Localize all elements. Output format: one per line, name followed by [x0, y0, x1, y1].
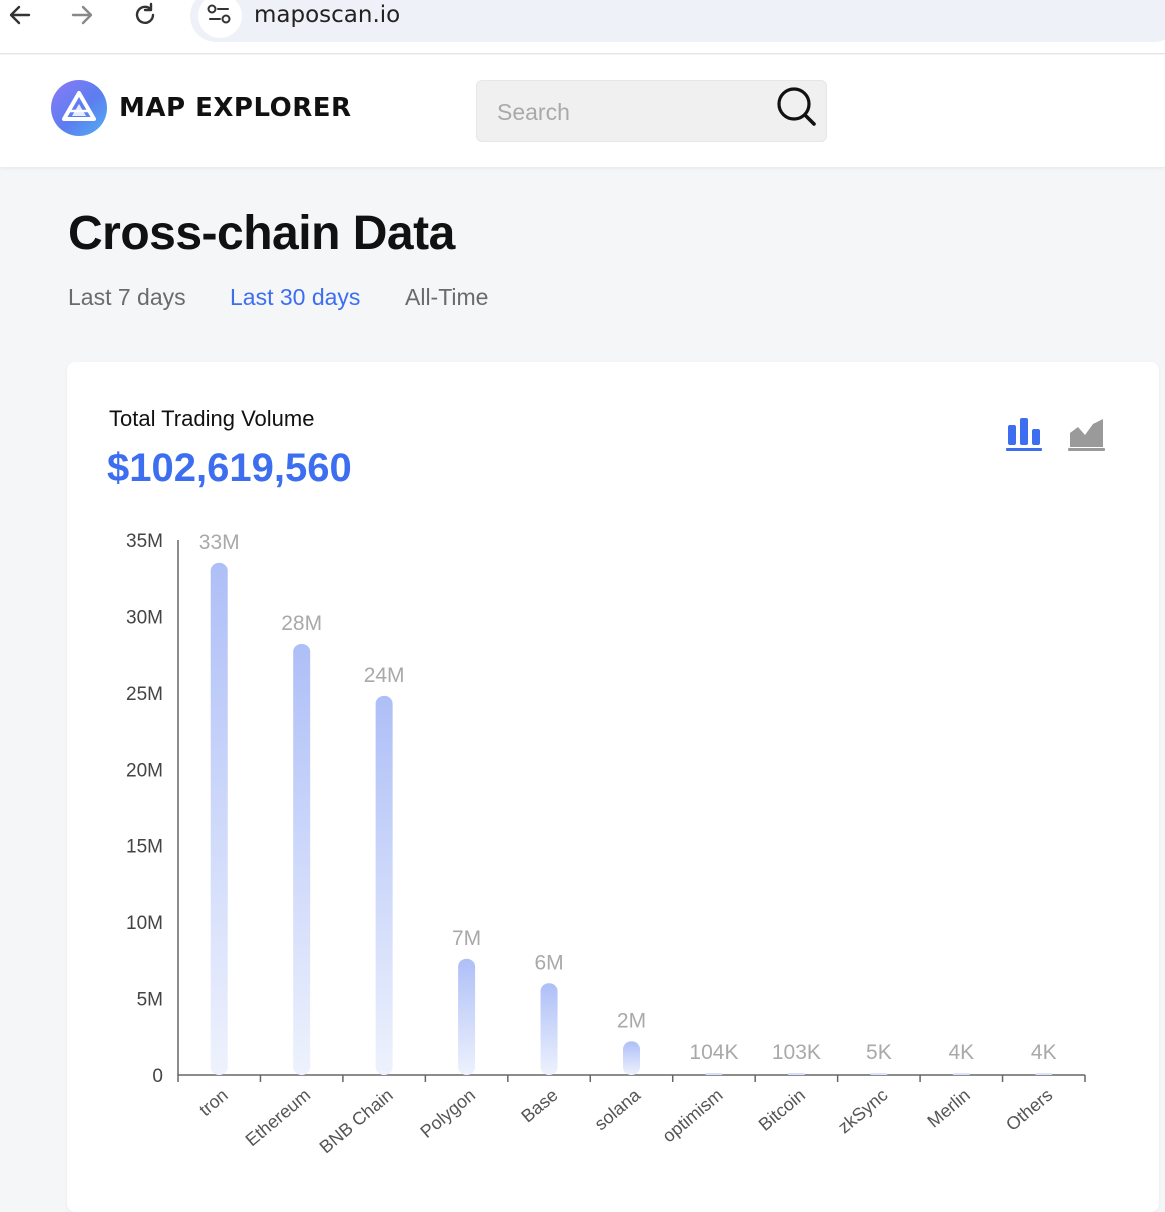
- bar-value-label: 2M: [617, 1009, 646, 1032]
- x-category-label: solana: [591, 1084, 645, 1134]
- search-icon[interactable]: [774, 84, 818, 133]
- x-category-label: Base: [517, 1085, 561, 1127]
- x-category-label: Bitcoin: [755, 1085, 809, 1135]
- bar-value-label: 103K: [772, 1041, 821, 1064]
- x-category-label: zkSync: [834, 1085, 891, 1138]
- bar: [787, 1073, 805, 1075]
- bar-value-label: 28M: [281, 612, 322, 635]
- x-category-label: Others: [1002, 1085, 1056, 1135]
- y-tick-label: 10M: [126, 913, 163, 934]
- bar: [870, 1073, 888, 1075]
- y-tick-label: 35M: [126, 531, 163, 552]
- x-category-label: Merlin: [923, 1085, 973, 1132]
- brand-name[interactable]: MAP EXPLORER: [119, 93, 352, 123]
- search-input[interactable]: [497, 97, 757, 127]
- bar-value-label: 5K: [866, 1041, 892, 1064]
- url-text[interactable]: maposcan.io: [254, 2, 401, 28]
- total-volume-label: Total Trading Volume: [109, 406, 315, 431]
- bar-value-label: 24M: [364, 664, 405, 687]
- search-box[interactable]: [476, 80, 827, 142]
- address-bar[interactable]: [190, 0, 1165, 42]
- bar-value-label: 7M: [452, 927, 481, 950]
- x-category-label: tron: [195, 1085, 232, 1120]
- tab-last-7-days[interactable]: Last 7 days: [68, 284, 186, 310]
- tab-last-30-days[interactable]: Last 30 days: [230, 284, 361, 310]
- y-tick-label: 30M: [126, 607, 163, 628]
- bar: [458, 958, 476, 1075]
- y-tick-label: 0: [152, 1066, 163, 1087]
- bar: [293, 643, 311, 1075]
- bar-value-label: 33M: [199, 531, 240, 554]
- bar: [623, 1041, 640, 1075]
- y-tick-label: 15M: [126, 837, 163, 858]
- back-arrow-icon[interactable]: [2, 0, 38, 30]
- page-title: Cross-chain Data: [68, 207, 455, 260]
- x-category-label: optimism: [659, 1085, 727, 1147]
- bar-value-label: 4K: [1031, 1041, 1057, 1064]
- bar-value-label: 4K: [948, 1041, 974, 1064]
- y-tick-label: 20M: [126, 760, 163, 781]
- total-volume-value: $102,619,560: [107, 446, 352, 490]
- bar: [210, 562, 228, 1075]
- y-tick-label: 25M: [126, 684, 163, 705]
- bar: [1035, 1073, 1053, 1075]
- bar: [375, 695, 393, 1075]
- bar: [705, 1073, 723, 1075]
- chart-card: [67, 362, 1159, 1212]
- forward-arrow-icon[interactable]: [64, 0, 100, 30]
- x-category-label: Polygon: [416, 1085, 479, 1142]
- bar-chart-icon[interactable]: [1006, 415, 1044, 458]
- tab-all-time[interactable]: All-Time: [405, 284, 489, 310]
- x-category-label: Ethereum: [242, 1085, 315, 1150]
- area-chart-icon[interactable]: [1068, 415, 1106, 458]
- map-logo-icon[interactable]: [51, 80, 107, 136]
- bar: [540, 983, 558, 1075]
- bar-value-label: 6M: [534, 951, 563, 974]
- reload-icon[interactable]: [127, 0, 163, 30]
- x-category-label: BNB Chain: [316, 1085, 397, 1158]
- site-settings-icon[interactable]: [198, 0, 242, 38]
- y-tick-label: 5M: [137, 990, 163, 1011]
- bar-value-label: 104K: [689, 1041, 738, 1064]
- bar: [952, 1073, 970, 1075]
